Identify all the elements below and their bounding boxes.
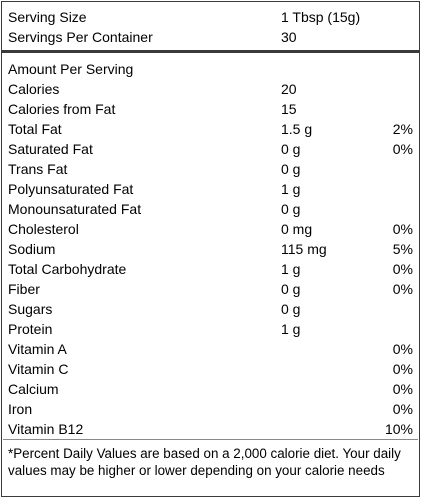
- nutrient-row: Saturated Fat 0 g 0%: [2, 139, 419, 159]
- nutrient-amount: 115 mg: [281, 241, 327, 257]
- nutrient-name: Fiber: [8, 281, 40, 297]
- nutrient-amount: 15: [281, 101, 297, 117]
- nutrient-row: Total Fat 1.5 g 2%: [2, 119, 419, 139]
- nutrient-name: Calories from Fat: [8, 101, 116, 117]
- nutrient-row: Vitamin C 0%: [2, 359, 419, 379]
- nutrient-name: Sugars: [8, 301, 53, 317]
- nutrient-amount: 0 g: [281, 301, 301, 317]
- daily-value-percent: 2%: [392, 121, 413, 137]
- nutrient-table: Amount Per Serving Calories 20 Calories fr…: [2, 53, 419, 439]
- daily-value-percent: 0%: [392, 341, 413, 357]
- serving-info: Serving Size 1 Tbsp (15g) Servings Per C…: [2, 2, 419, 49]
- nutrient-row: Sodium 115 mg 5%: [2, 239, 419, 259]
- nutrient-rows: Calories 20 Calories from Fat 15 Total Fat 1.…: [2, 79, 419, 439]
- nutrient-amount: 20: [281, 81, 297, 97]
- serving-size-row: Serving Size 1 Tbsp (15g): [2, 7, 419, 27]
- nutrient-row: Cholesterol 0 mg 0%: [2, 219, 419, 239]
- nutrient-row: Protein 1 g: [2, 319, 419, 339]
- daily-value-percent: 0%: [392, 261, 413, 277]
- nutrient-name: Polyunsaturated Fat: [8, 181, 134, 197]
- nutrient-name: Total Fat: [8, 121, 62, 137]
- nutrient-row: Polyunsaturated Fat 1 g: [2, 179, 419, 199]
- servings-per-container-label: Servings Per Container: [8, 29, 153, 45]
- header-divider: [2, 50, 419, 53]
- daily-value-percent: 0%: [392, 141, 413, 157]
- serving-size-value: 1 Tbsp (15g): [281, 9, 361, 25]
- nutrient-name: Vitamin B12: [8, 421, 84, 437]
- nutrient-row: Vitamin A 0%: [2, 339, 419, 359]
- nutrient-name: Sodium: [8, 241, 56, 257]
- daily-value-percent: 0%: [392, 281, 413, 297]
- nutrient-amount: 0 mg: [281, 221, 313, 237]
- nutrient-name: Saturated Fat: [8, 141, 93, 157]
- daily-value-percent: 0%: [392, 381, 413, 397]
- nutrient-name: Trans Fat: [8, 161, 68, 177]
- daily-value-percent: 10%: [384, 421, 413, 437]
- footnote-divider: [3, 439, 418, 440]
- nutrient-row: Vitamin B12 10%: [2, 419, 419, 439]
- nutrient-amount: 0 g: [281, 141, 301, 157]
- nutrient-name: Monounsaturated Fat: [8, 201, 142, 217]
- nutrient-amount: 0 g: [281, 281, 301, 297]
- daily-value-percent: 0%: [392, 401, 413, 417]
- nutrient-name: Protein: [8, 321, 53, 337]
- nutrient-row: Iron 0%: [2, 399, 419, 419]
- daily-value-footnote: *Percent Daily Values are based on a 2,0…: [8, 446, 401, 478]
- nutrient-row: Monounsaturated Fat 0 g: [2, 199, 419, 219]
- nutrient-amount: 1 g: [281, 261, 301, 277]
- nutrient-name: Calories: [8, 81, 60, 97]
- nutrient-amount: 0 g: [281, 201, 301, 217]
- nutrient-row: Trans Fat 0 g: [2, 159, 419, 179]
- amount-per-serving-label: Amount Per Serving: [8, 61, 134, 77]
- nutrient-row: Sugars 0 g: [2, 299, 419, 319]
- nutrient-row: Calories 20: [2, 79, 419, 99]
- servings-per-container-row: Servings Per Container 30: [2, 27, 419, 47]
- daily-value-percent: 0%: [392, 221, 413, 237]
- daily-value-percent: 0%: [392, 361, 413, 377]
- nutrient-name: Calcium: [8, 381, 59, 397]
- nutrient-amount: 1.5 g: [281, 121, 313, 137]
- nutrient-row: Calcium 0%: [2, 379, 419, 399]
- daily-value-percent: 5%: [392, 241, 413, 257]
- nutrient-row: Total Carbohydrate 1 g 0%: [2, 259, 419, 279]
- nutrient-amount: 1 g: [281, 181, 301, 197]
- serving-size-label: Serving Size: [8, 9, 87, 25]
- nutrient-name: Cholesterol: [8, 221, 79, 237]
- nutrient-name: Vitamin C: [8, 361, 69, 377]
- nutrient-row: Calories from Fat 15: [2, 99, 419, 119]
- nutrient-row: Fiber 0 g 0%: [2, 279, 419, 299]
- nutrient-name: Iron: [8, 401, 33, 417]
- amount-per-serving-row: Amount Per Serving: [2, 59, 419, 79]
- nutrient-amount: 1 g: [281, 321, 301, 337]
- nutrient-name: Total Carbohydrate: [8, 261, 127, 277]
- servings-per-container-value: 30: [281, 29, 297, 45]
- nutrient-name: Vitamin A: [8, 341, 67, 357]
- nutrient-amount: 0 g: [281, 161, 301, 177]
